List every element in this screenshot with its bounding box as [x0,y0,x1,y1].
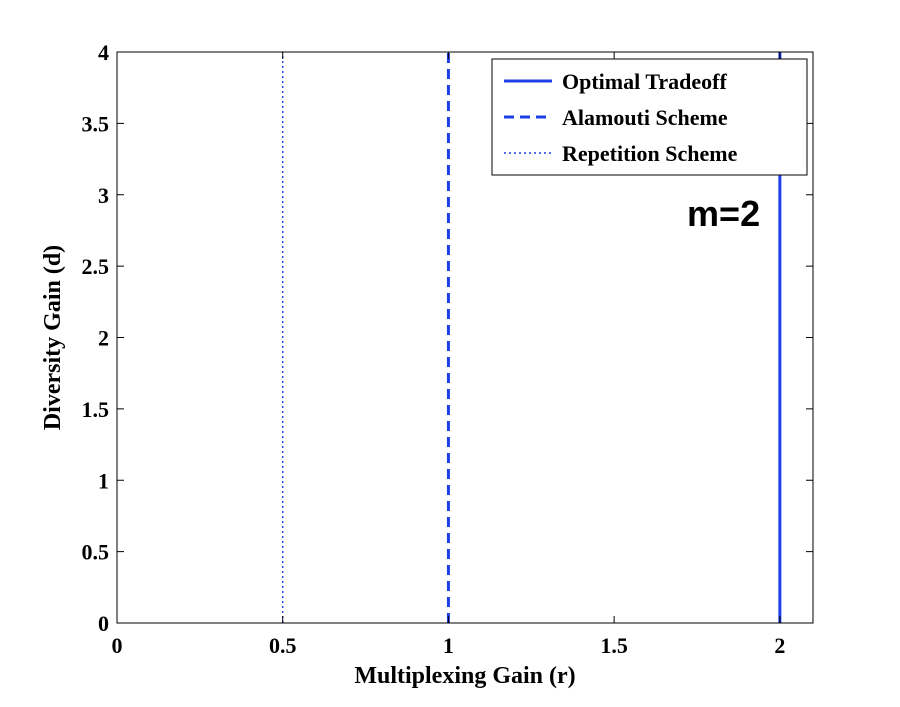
legend-label: Repetition Scheme [562,141,738,166]
x-tick-label: 2 [774,633,785,658]
annotation-label: m=2 [687,193,760,234]
y-tick-label: 2.5 [82,254,110,279]
y-tick-label: 2 [98,326,109,351]
legend-label: Optimal Tradeoff [562,69,727,94]
axis-ticks [116,51,813,624]
legend: Optimal Tradeoff Alamouti Scheme Repetitio… [491,58,808,176]
x-tick-label: 1 [443,633,454,658]
y-tick-label: 1.5 [82,397,110,422]
x-tick-label: 0 [112,633,123,658]
tick-labels: 0 0.5 1 1.5 2 0 0.5 1 1.5 2 2.5 3 3.5 4 [82,40,786,658]
y-tick-label: 0 [98,611,109,636]
y-axis-label: Diversity Gain (d) [40,245,66,430]
x-tick-label: 0.5 [269,633,297,658]
y-tick-label: 1 [98,468,109,493]
y-tick-label: 0.5 [82,540,110,565]
y-tick-label: 3.5 [82,111,110,136]
x-axis-label: Multiplexing Gain (r) [354,663,575,689]
y-tick-label: 3 [98,183,109,208]
x-tick-label: 1.5 [600,633,628,658]
legend-label: Alamouti Scheme [562,105,728,130]
y-tick-label: 4 [98,40,109,65]
